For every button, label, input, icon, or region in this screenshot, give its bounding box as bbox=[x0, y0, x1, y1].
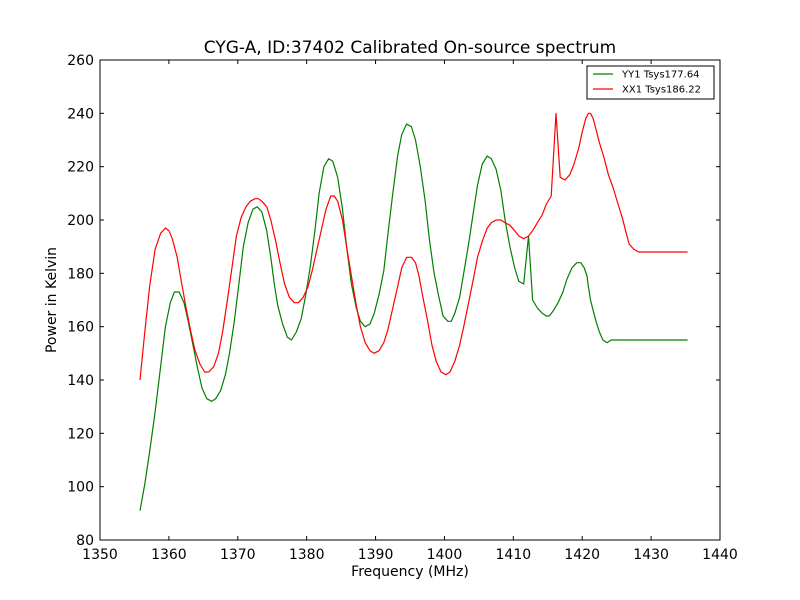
series-line-0 bbox=[139, 123, 688, 511]
x-axis-label: Frequency (MHz) bbox=[351, 564, 469, 580]
y-tick-label: 100 bbox=[67, 480, 94, 496]
y-tick-label: 240 bbox=[67, 106, 94, 122]
y-axis: 80 100 120 140 160 180 200 220 240 260 bbox=[67, 53, 720, 549]
legend-label-1: XX1 Tsys186.22 bbox=[622, 85, 701, 96]
series-line-1 bbox=[139, 112, 688, 381]
x-tick-label: 1430 bbox=[633, 547, 669, 563]
x-axis: 1350 1360 1370 1380 1390 1400 1410 1420 1430 1440 bbox=[82, 60, 738, 563]
x-tick-label: 1440 bbox=[702, 547, 738, 563]
x-tick-label: 1360 bbox=[151, 547, 187, 563]
x-tick-label: 1380 bbox=[289, 547, 325, 563]
x-tick-label: 1350 bbox=[82, 547, 118, 563]
y-tick-label: 140 bbox=[67, 373, 94, 389]
x-tick-label: 1400 bbox=[427, 547, 463, 563]
legend-label-0: YY1 Tsys177.64 bbox=[621, 70, 700, 81]
y-tick-label: 180 bbox=[67, 266, 94, 282]
plot-series bbox=[139, 112, 688, 511]
y-tick-label: 120 bbox=[67, 426, 94, 442]
legend: YY1 Tsys177.64 XX1 Tsys186.22 bbox=[586, 65, 715, 100]
x-tick-label: 1390 bbox=[358, 547, 394, 563]
y-tick-label: 220 bbox=[67, 160, 94, 176]
plot-frame bbox=[99, 59, 721, 541]
y-tick-label: 80 bbox=[76, 533, 94, 549]
y-tick-label: 160 bbox=[67, 320, 94, 336]
y-axis-label: Power in Kelvin bbox=[44, 247, 60, 353]
x-tick-label: 1370 bbox=[220, 547, 256, 563]
y-tick-label: 200 bbox=[67, 213, 94, 229]
legend-box bbox=[586, 65, 715, 100]
x-tick-label: 1410 bbox=[496, 547, 532, 563]
x-tick-label: 1420 bbox=[564, 547, 600, 563]
y-tick-label: 260 bbox=[67, 53, 94, 69]
chart-title: CYG-A, ID:37402 Calibrated On-source spe… bbox=[204, 38, 616, 58]
